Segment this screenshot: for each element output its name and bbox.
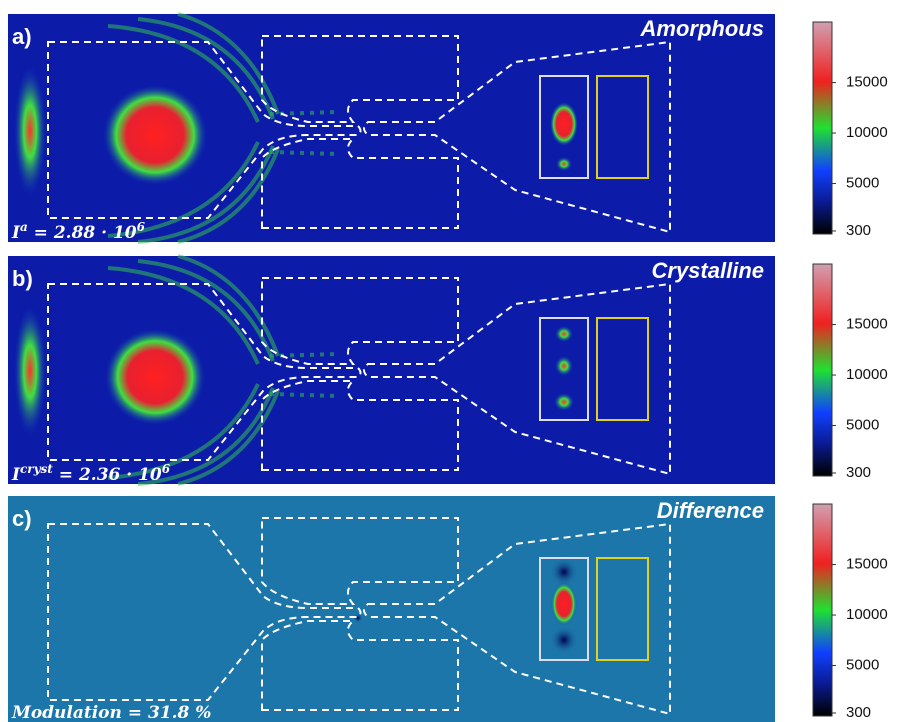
colorbar-tick-label: 15000 xyxy=(846,556,888,573)
colorbar-tick-label: 5000 xyxy=(846,174,879,191)
colorbar-tick-label: 5000 xyxy=(846,656,879,673)
annotation-text: = 2.36 · 10 xyxy=(53,465,162,485)
colorbar-tick-label: 5000 xyxy=(846,416,879,433)
colorbar xyxy=(813,264,832,476)
image xyxy=(8,496,775,722)
colorbar xyxy=(813,504,832,716)
hotspot xyxy=(103,85,207,185)
panel-c: c) Difference Modulation = 31.8 % xyxy=(8,496,775,722)
annotation-exponent: 6 xyxy=(137,220,146,234)
annotation-exponent: 6 xyxy=(162,462,171,476)
colorbar-tick-label: 15000 xyxy=(846,316,888,333)
hotspot xyxy=(550,102,578,146)
colorbar-tick-label: 10000 xyxy=(846,124,888,141)
annotation-superscript: cryst xyxy=(20,462,53,476)
hotspot xyxy=(14,306,46,436)
panel-label: c) xyxy=(12,506,32,531)
colorbar-tick-label: 10000 xyxy=(846,366,888,383)
colorbar xyxy=(813,22,832,234)
colorbar-tick-label: 300 xyxy=(846,464,871,481)
panel-title: Difference xyxy=(657,498,764,523)
colorbar-tick-label: 300 xyxy=(846,222,871,239)
hotspot xyxy=(551,582,577,626)
hotspot xyxy=(105,329,205,425)
panel-a: a) Amorphous Ia = 2.88 · 106 xyxy=(8,14,775,243)
hotspot xyxy=(14,66,46,196)
colorbar-tick-label: 10000 xyxy=(846,606,888,623)
annotation-text: Modulation = 31.8 % xyxy=(11,703,211,722)
panel-title: Amorphous xyxy=(640,16,764,41)
panel-label: a) xyxy=(12,24,32,49)
annotation: Modulation = 31.8 % xyxy=(11,703,211,722)
annotation-superscript: a xyxy=(20,220,28,234)
panel-title: Crystalline xyxy=(652,258,765,283)
colorbar-tick-label: 15000 xyxy=(846,74,888,91)
colorbar-tick-label: 300 xyxy=(846,704,871,721)
panel-label: b) xyxy=(12,266,33,291)
annotation-text: = 2.88 · 10 xyxy=(28,223,137,243)
annotation: Ia = 2.88 · 106 xyxy=(11,220,146,243)
figure: a) Amorphous Ia = 2.88 · 106 b) Crystalline… xyxy=(0,0,904,722)
